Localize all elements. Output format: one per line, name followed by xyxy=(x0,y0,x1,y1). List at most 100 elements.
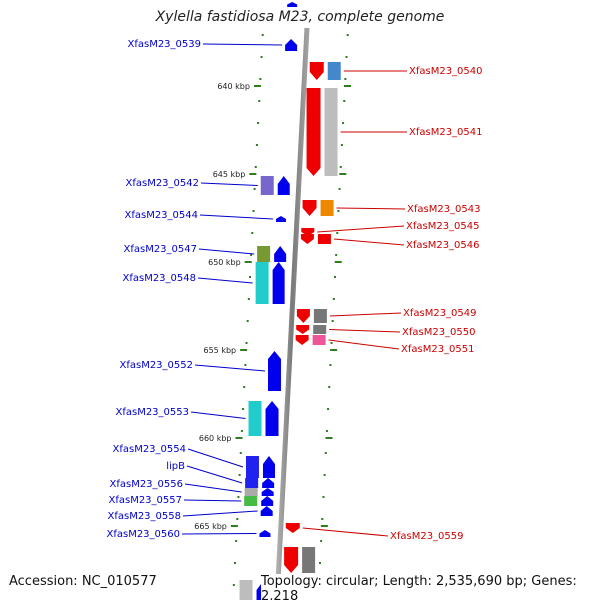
gene-arrow xyxy=(284,547,299,573)
kbp-tick xyxy=(240,349,248,351)
tick-mark-left xyxy=(251,232,254,234)
gene-arrow xyxy=(261,488,274,496)
gene-label: XfasM23_0542 xyxy=(125,178,199,189)
tick-mark-right xyxy=(336,232,339,234)
tick-mark-left xyxy=(255,144,258,146)
tick-mark-left xyxy=(245,342,248,344)
gene-arrow xyxy=(296,309,310,323)
kbp-labels: 640 kbp 645 kbp 650 kbp 655 kbp 660 kbp 665 k… xyxy=(194,82,351,531)
gene-label: XfasM23_0556 xyxy=(109,479,183,490)
tick-mark-left xyxy=(247,298,250,300)
tick-mark-left xyxy=(237,496,240,498)
kbp-tick xyxy=(249,173,257,175)
gene-label: XfasM23_0549 xyxy=(403,308,477,319)
gene-arrow xyxy=(285,523,300,533)
tick-mark-right xyxy=(345,56,348,58)
tick-mark-right xyxy=(327,408,330,410)
tick-mark-right xyxy=(338,188,341,190)
connector-line xyxy=(186,465,243,484)
gene-arrow xyxy=(275,216,286,222)
gene-label: XfasM23_0554 xyxy=(112,444,186,455)
connector-line xyxy=(329,329,401,333)
gene-arrow xyxy=(262,456,275,478)
kbp-label: 655 kbp xyxy=(204,346,237,355)
cog-bar xyxy=(245,456,259,478)
kbp-label: 645 kbp xyxy=(213,170,246,179)
gene-arrow xyxy=(300,234,314,244)
cog-bar xyxy=(312,335,326,345)
gene-label: XfasM23_0551 xyxy=(401,344,475,355)
tick-mark-right xyxy=(346,34,349,36)
tick-mark-left xyxy=(246,320,249,322)
connector-line xyxy=(181,533,257,535)
tick-mark-left xyxy=(261,34,264,36)
cog-bar xyxy=(313,325,327,334)
gene-label: XfasM23_0560 xyxy=(106,529,180,540)
tick-mark-left xyxy=(242,408,245,410)
tick-mark-left xyxy=(254,166,257,168)
cog-bar xyxy=(244,488,258,496)
cog-bar xyxy=(244,496,258,506)
connector-line xyxy=(302,527,389,537)
connector-line xyxy=(317,225,405,233)
tick-mark-right xyxy=(344,78,347,80)
cog-bar xyxy=(320,200,334,216)
gene-arrow xyxy=(274,246,287,262)
accession-text: Accession: NC_010577 xyxy=(9,574,157,589)
tick-mark-right xyxy=(340,144,343,146)
scale-ticks xyxy=(232,34,349,586)
connector-line xyxy=(194,364,266,372)
tick-mark-right xyxy=(322,496,325,498)
kbp-label: 660 kbp xyxy=(199,434,232,443)
tick-mark-left xyxy=(236,518,239,520)
tick-mark-left xyxy=(243,386,246,388)
tick-mark-left xyxy=(232,584,235,586)
tick-mark-right xyxy=(330,342,333,344)
gene-arrow xyxy=(295,335,309,345)
gene-arrow xyxy=(272,262,285,304)
tick-mark-right xyxy=(343,100,346,102)
cog-bar xyxy=(302,547,316,573)
gene-arrow xyxy=(296,325,310,334)
gene-arrow xyxy=(268,351,282,391)
map-title: Xylella fastidiosa M23, complete genome xyxy=(155,9,445,25)
tick-mark-right xyxy=(323,474,326,476)
gene-arrow xyxy=(309,62,324,80)
tick-mark-right xyxy=(337,210,340,212)
gene-arrow xyxy=(287,2,298,7)
tick-mark-left xyxy=(259,78,262,80)
tick-mark-right xyxy=(333,276,336,278)
tick-mark-left xyxy=(258,100,261,102)
gene-arrow xyxy=(261,496,274,506)
gene-label: XfasM23_0544 xyxy=(124,210,198,221)
gene-label: XfasM23_0552 xyxy=(119,360,193,371)
tick-mark-left xyxy=(252,210,255,212)
kbp-tick xyxy=(330,349,338,351)
cog-bar xyxy=(255,262,269,304)
gene-label: XfasM23_0548 xyxy=(122,273,196,284)
tick-mark-right xyxy=(342,122,345,124)
connector-line xyxy=(187,448,244,468)
kbp-tick xyxy=(334,261,342,263)
kbp-tick xyxy=(253,85,261,87)
tick-mark-left xyxy=(257,122,260,124)
connector-line xyxy=(197,277,253,284)
gene-label: XfasM23_0539 xyxy=(127,39,201,50)
gene-arrow xyxy=(259,530,271,537)
gene-features xyxy=(239,2,341,600)
topology-text: Topology: circular; Length: 2,535,690 bp… xyxy=(261,574,600,600)
connector-line xyxy=(328,339,400,350)
tick-mark-right xyxy=(332,298,335,300)
gene-label: XfasM23_0547 xyxy=(123,244,197,255)
tick-mark-right xyxy=(324,452,327,454)
gene-label: XfasM23_0550 xyxy=(402,327,476,338)
connector-line xyxy=(190,411,246,419)
tick-mark-left xyxy=(233,562,236,564)
gene-label: XfasM23_0541 xyxy=(409,127,483,138)
gene-labels: XfasM23_0539 XfasM23_0542 XfasM23_0544 Xfas… xyxy=(106,39,482,542)
tick-mark-right xyxy=(335,254,338,256)
label-connectors xyxy=(181,43,407,537)
gene-arrow xyxy=(306,88,321,176)
kbp-tick xyxy=(320,525,328,527)
